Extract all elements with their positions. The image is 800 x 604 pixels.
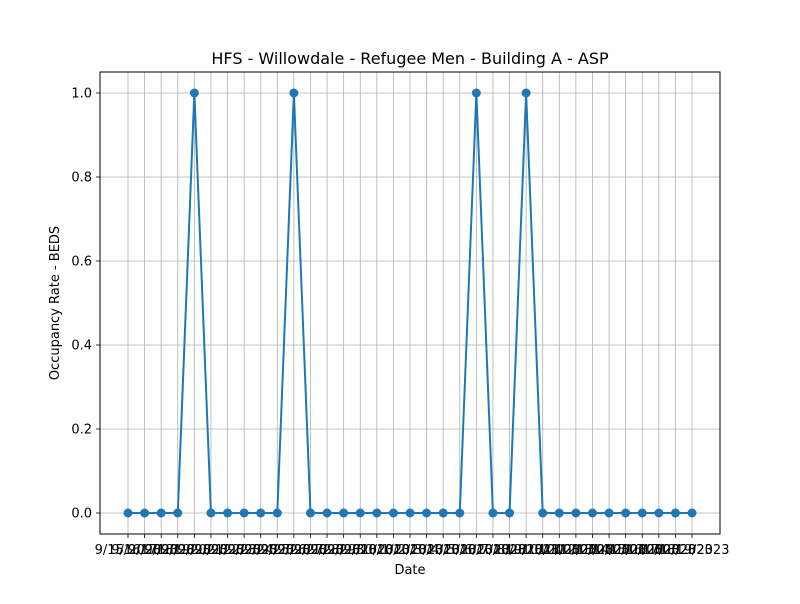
data-point (355, 508, 365, 518)
x-tick-label: 10/9/2023 (493, 543, 560, 558)
data-point (687, 508, 697, 518)
x-ticks: 9/15/20239/16/20239/17/20239/18/20239/19… (95, 534, 730, 558)
x-tick-label: 10/17/2023 (621, 543, 696, 558)
data-point (422, 508, 432, 518)
x-tick-label: 9/28/2023 (310, 543, 377, 558)
data-point (372, 508, 382, 518)
data-point (339, 508, 349, 518)
x-tick-label: 9/29/2023 (327, 543, 394, 558)
x-tick-label: 9/26/2023 (277, 543, 344, 558)
x-tick-label: 9/20/2023 (178, 543, 245, 558)
x-tick-label: 10/10/2023 (505, 543, 580, 558)
data-point (621, 508, 631, 518)
x-tick-label: 9/27/2023 (294, 543, 361, 558)
x-tick-label: 9/21/2023 (194, 543, 261, 558)
x-tick-label: 10/2/2023 (377, 543, 444, 558)
x-tick-label: 9/15/2023 (95, 543, 162, 558)
x-tick-label: 10/7/2023 (460, 543, 527, 558)
y-tick-label: 0.0 (71, 507, 92, 522)
data-point (505, 508, 515, 518)
data-point (405, 508, 415, 518)
x-tick-label: 10/14/2023 (572, 543, 647, 558)
x-tick-label: 10/6/2023 (443, 543, 510, 558)
data-point (239, 508, 249, 518)
data-point (637, 508, 647, 518)
data-point (272, 508, 282, 518)
y-tick-label: 1.0 (71, 87, 92, 102)
data-point (388, 508, 398, 518)
x-tick-label: 10/19/2023 (655, 543, 730, 558)
y-tick-label: 0.8 (71, 171, 92, 186)
grid-lines (100, 72, 720, 534)
x-tick-label: 9/23/2023 (227, 543, 294, 558)
data-points (123, 88, 697, 518)
data-point (189, 88, 199, 98)
x-tick-label: 10/12/2023 (538, 543, 613, 558)
data-point (471, 88, 481, 98)
data-point (438, 508, 448, 518)
y-tick-label: 0.6 (71, 255, 92, 270)
x-tick-label: 9/22/2023 (211, 543, 278, 558)
data-point (123, 508, 133, 518)
x-tick-label: 10/8/2023 (476, 543, 543, 558)
data-point (521, 88, 531, 98)
data-point (173, 508, 183, 518)
y-tick-label: 0.4 (71, 339, 92, 354)
y-tick-label: 0.2 (71, 423, 92, 438)
data-point (654, 508, 664, 518)
x-tick-label: 9/25/2023 (261, 543, 328, 558)
data-point (571, 508, 581, 518)
x-tick-label: 10/16/2023 (605, 543, 680, 558)
x-tick-label: 10/18/2023 (638, 543, 713, 558)
data-point (256, 508, 266, 518)
x-tick-label: 10/5/2023 (426, 543, 493, 558)
data-point (488, 508, 498, 518)
y-ticks: 0.0 0.2 0.4 0.6 0.8 1.0 (71, 87, 100, 522)
x-tick-label: 10/3/2023 (393, 543, 460, 558)
data-point (289, 88, 299, 98)
x-tick-label: 9/19/2023 (161, 543, 228, 558)
x-tick-label: 10/4/2023 (410, 543, 477, 558)
x-tick-label: 10/1/2023 (360, 543, 427, 558)
x-tick-label: 9/17/2023 (128, 543, 195, 558)
data-point (206, 508, 216, 518)
data-point (156, 508, 166, 518)
data-point (140, 508, 150, 518)
data-point (322, 508, 332, 518)
x-tick-label: 9/16/2023 (111, 543, 178, 558)
chart-title: HFS - Willowdale - Refugee Men - Buildin… (211, 49, 609, 68)
data-point (455, 508, 465, 518)
data-point (554, 508, 564, 518)
data-point (305, 508, 315, 518)
data-point (587, 508, 597, 518)
x-tick-label: 9/18/2023 (144, 543, 211, 558)
x-tick-label: 10/15/2023 (588, 543, 663, 558)
data-point (604, 508, 614, 518)
x-tick-label: 10/11/2023 (522, 543, 597, 558)
x-tick-label: 9/30/2023 (343, 543, 410, 558)
data-point (670, 508, 680, 518)
x-axis-label: Date (394, 563, 425, 578)
x-tick-label: 10/13/2023 (555, 543, 630, 558)
data-point (538, 508, 548, 518)
x-tick-label: 9/24/2023 (244, 543, 311, 558)
data-point (223, 508, 233, 518)
y-axis-label: Occupancy Rate - BEDS (48, 226, 63, 380)
